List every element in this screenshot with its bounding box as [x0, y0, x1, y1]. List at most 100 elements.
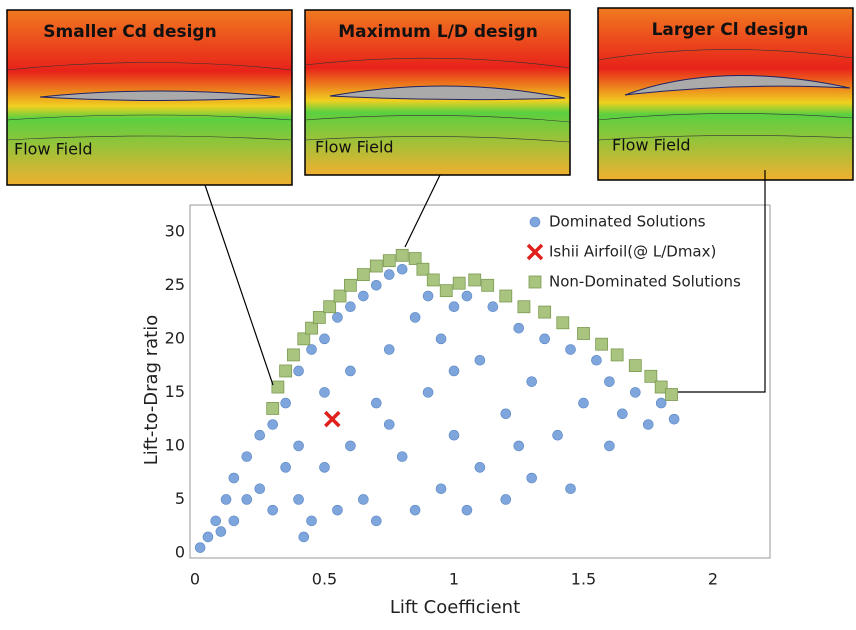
- point: [320, 462, 330, 472]
- point: [501, 409, 511, 419]
- point: [449, 302, 459, 312]
- point: [357, 269, 369, 281]
- point: [294, 494, 304, 504]
- point: [383, 255, 395, 267]
- point: [195, 543, 205, 553]
- point: [313, 311, 325, 323]
- point: [475, 462, 485, 472]
- point: [488, 302, 498, 312]
- point: [604, 441, 614, 451]
- point: [423, 291, 433, 301]
- point: [294, 441, 304, 451]
- point: [358, 494, 368, 504]
- y-tick-label: 25: [165, 275, 185, 294]
- y-tick-label: 5: [175, 489, 185, 508]
- point: [410, 312, 420, 322]
- legend-label: Non-Dominated Solutions: [549, 273, 741, 291]
- point: [500, 290, 512, 302]
- point: [417, 263, 429, 275]
- point: [384, 420, 394, 430]
- point: [307, 345, 317, 355]
- point: [553, 430, 563, 440]
- point: [436, 484, 446, 494]
- point: [255, 484, 265, 494]
- x-tick-label: 1.5: [571, 570, 596, 589]
- y-tick-label: 30: [165, 221, 185, 240]
- figure: Smaller Cd design Flow Field Maximum L/D…: [0, 0, 856, 626]
- x-tick-label: 2: [708, 570, 718, 589]
- point: [298, 333, 310, 345]
- panel-label: Flow Field: [14, 140, 93, 159]
- point: [320, 387, 330, 397]
- panel-label: Flow Field: [315, 138, 394, 157]
- y-tick-label: 20: [165, 328, 185, 347]
- point: [617, 409, 627, 419]
- y-axis-label: Lift-to-Drag ratio: [141, 315, 162, 465]
- point: [630, 387, 640, 397]
- x-tick-label: 1: [449, 570, 459, 589]
- point: [287, 349, 299, 361]
- point: [255, 430, 265, 440]
- point: [427, 274, 439, 286]
- point: [423, 387, 433, 397]
- point: [211, 516, 221, 526]
- point: [221, 494, 231, 504]
- point: [539, 306, 551, 318]
- x-axis-label: Lift Coefficient: [390, 597, 520, 618]
- point: [449, 366, 459, 376]
- point: [591, 355, 601, 365]
- point: [643, 420, 653, 430]
- point: [358, 291, 368, 301]
- point: [345, 302, 355, 312]
- point: [307, 516, 317, 526]
- legend: Dominated Solutions Ishii Airfoil(@ L/Dma…: [528, 213, 741, 291]
- point: [294, 366, 304, 376]
- point: [325, 412, 339, 426]
- point: [453, 277, 465, 289]
- point: [397, 264, 407, 274]
- point: [203, 532, 213, 542]
- point: [514, 323, 524, 333]
- point: [527, 377, 537, 387]
- point: [299, 532, 309, 542]
- point: [396, 249, 408, 261]
- x-tick-label: 0: [190, 570, 200, 589]
- point: [469, 274, 481, 286]
- point: [557, 317, 569, 329]
- point: [229, 473, 239, 483]
- point: [540, 334, 550, 344]
- point: [332, 505, 342, 515]
- legend-label: Ishii Airfoil(@ L/Dmax): [549, 243, 716, 261]
- panel-3: Larger Cl design Flow Field: [598, 8, 853, 180]
- point: [280, 365, 292, 377]
- point: [281, 462, 291, 472]
- point: [518, 301, 530, 313]
- point: [629, 360, 641, 372]
- point: [527, 473, 537, 483]
- point: [345, 366, 355, 376]
- point: [566, 484, 576, 494]
- point: [410, 505, 420, 515]
- point: [268, 420, 278, 430]
- point: [501, 494, 511, 504]
- point: [436, 334, 446, 344]
- legend-marker: [530, 217, 540, 227]
- y-tick-label: 0: [175, 543, 185, 562]
- point: [324, 301, 336, 313]
- point: [268, 505, 278, 515]
- point: [216, 527, 226, 537]
- panel-title: Maximum L/D design: [338, 22, 538, 42]
- point: [267, 402, 279, 414]
- point: [449, 430, 459, 440]
- point: [475, 355, 485, 365]
- legend-marker: [529, 276, 541, 288]
- legend-marker: [528, 245, 542, 259]
- point: [306, 322, 318, 334]
- point: [566, 345, 576, 355]
- point: [345, 441, 355, 451]
- point: [334, 290, 346, 302]
- point: [344, 279, 356, 291]
- legend-label: Dominated Solutions: [549, 213, 706, 231]
- panel-2: Maximum L/D design Flow Field: [305, 10, 570, 175]
- x-tick-label: 0.5: [312, 570, 337, 589]
